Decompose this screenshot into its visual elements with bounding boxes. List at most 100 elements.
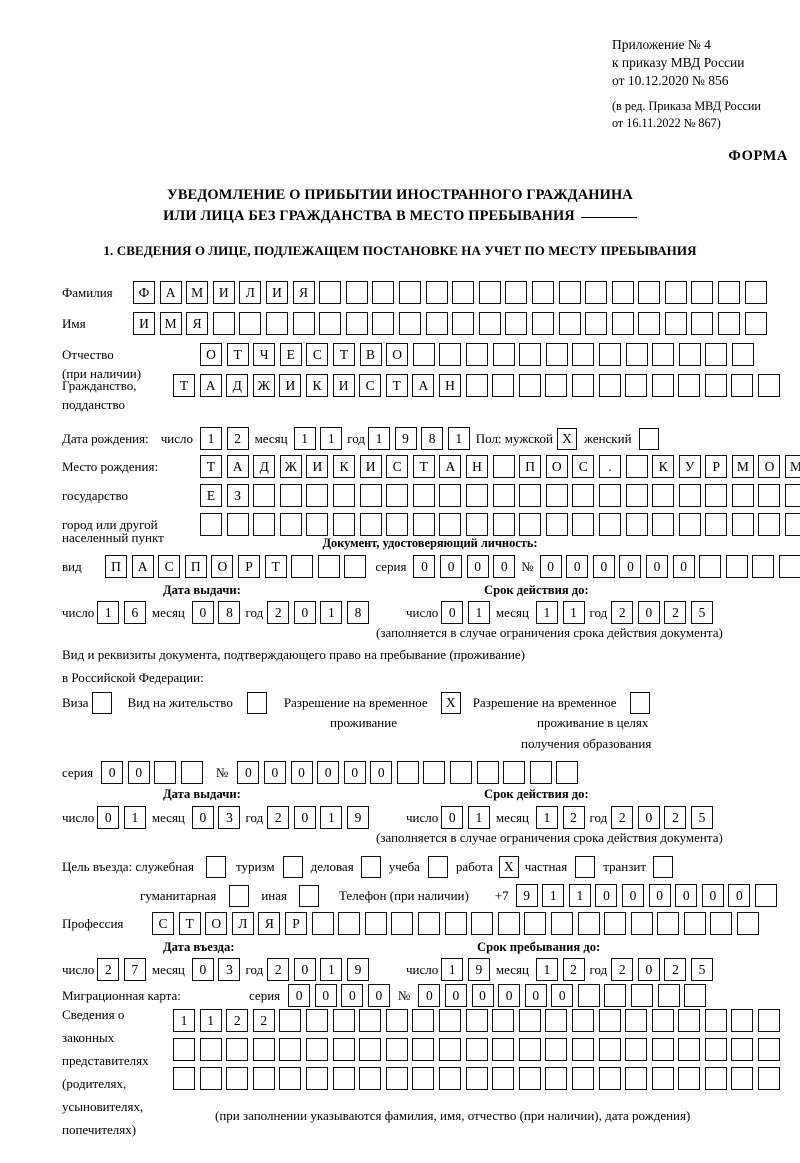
char-cell[interactable]: Ж [279, 455, 302, 478]
char-cell[interactable] [154, 761, 177, 784]
char-cell[interactable]: 2 [267, 601, 290, 624]
char-cell[interactable] [465, 484, 488, 507]
char-cell[interactable]: Р [237, 555, 260, 578]
char-cell[interactable]: 0 [293, 601, 316, 624]
char-cell[interactable]: А [439, 455, 462, 478]
char-cell[interactable]: . [598, 455, 621, 478]
char-cell[interactable] [737, 912, 760, 935]
char-cell[interactable]: 0 [622, 884, 645, 907]
char-cell[interactable]: 1 [123, 806, 146, 829]
char-cell[interactable]: 0 [97, 806, 120, 829]
char-cell[interactable]: А [226, 455, 249, 478]
char-cell[interactable]: О [205, 912, 228, 935]
char-cell[interactable]: Я [292, 281, 315, 304]
char-cell[interactable] [718, 281, 741, 304]
char-cell[interactable]: Д [226, 374, 249, 397]
char-cell[interactable]: Т [226, 343, 249, 366]
char-cell[interactable]: Н [438, 374, 461, 397]
char-cell[interactable] [305, 1038, 328, 1061]
char-cell[interactable] [625, 1009, 648, 1032]
char-cell[interactable] [305, 1009, 328, 1032]
char-cell[interactable] [317, 555, 340, 578]
purpose-work-checkbox[interactable]: X [498, 856, 519, 878]
char-cell[interactable]: 0 [637, 958, 660, 981]
char-cell[interactable]: Е [279, 343, 302, 366]
char-cell[interactable] [652, 513, 675, 536]
char-cell[interactable]: Т [385, 374, 408, 397]
char-cell[interactable]: 0 [418, 984, 441, 1007]
char-cell[interactable]: П [519, 455, 542, 478]
char-cell[interactable]: 0 [648, 884, 671, 907]
char-cell[interactable]: 1 [320, 958, 343, 981]
char-cell[interactable] [396, 761, 419, 784]
char-cell[interactable] [611, 281, 634, 304]
char-cell[interactable]: 0 [728, 884, 751, 907]
char-cell[interactable] [438, 1009, 461, 1032]
char-cell[interactable]: Л [231, 912, 254, 935]
char-cell[interactable]: 1 [568, 884, 591, 907]
char-cell[interactable]: М [731, 455, 754, 478]
purpose-official-checkbox[interactable] [205, 856, 226, 878]
char-cell[interactable] [476, 761, 499, 784]
char-cell[interactable]: Ф [133, 281, 155, 304]
char-cell[interactable] [664, 281, 687, 304]
char-cell[interactable] [531, 281, 554, 304]
char-cell[interactable] [704, 1009, 727, 1032]
char-cell[interactable] [518, 1067, 541, 1090]
char-cell[interactable] [529, 761, 552, 784]
char-cell[interactable]: 0 [314, 984, 337, 1007]
char-cell[interactable] [758, 484, 781, 507]
char-cell[interactable]: О [200, 343, 222, 366]
char-cell[interactable] [412, 513, 435, 536]
char-cell[interactable] [664, 312, 687, 335]
char-cell[interactable] [226, 1067, 249, 1090]
char-cell[interactable]: 0 [290, 761, 313, 784]
char-cell[interactable] [558, 312, 581, 335]
char-cell[interactable] [173, 1038, 195, 1061]
char-cell[interactable] [199, 1067, 222, 1090]
sex-female-checkbox[interactable] [638, 427, 659, 450]
char-cell[interactable] [531, 312, 554, 335]
char-cell[interactable] [492, 513, 515, 536]
char-cell[interactable] [492, 1038, 515, 1061]
char-cell[interactable] [319, 281, 342, 304]
char-cell[interactable] [439, 343, 462, 366]
char-cell[interactable]: П [105, 555, 127, 578]
char-cell[interactable]: А [199, 374, 222, 397]
char-cell[interactable] [731, 513, 754, 536]
char-cell[interactable] [678, 374, 701, 397]
char-cell[interactable]: 8 [421, 427, 444, 450]
char-cell[interactable] [571, 1067, 594, 1090]
char-cell[interactable] [651, 1038, 674, 1061]
char-cell[interactable] [279, 484, 302, 507]
char-cell[interactable] [545, 1067, 568, 1090]
residence-permit-checkbox[interactable] [246, 692, 267, 714]
char-cell[interactable] [744, 281, 767, 304]
char-cell[interactable] [705, 513, 728, 536]
char-cell[interactable] [518, 374, 541, 397]
char-cell[interactable] [571, 374, 594, 397]
char-cell[interactable]: 0 [539, 555, 562, 578]
char-cell[interactable] [678, 1038, 701, 1061]
char-cell[interactable] [344, 555, 367, 578]
char-cell[interactable] [398, 281, 421, 304]
char-cell[interactable] [598, 374, 621, 397]
purpose-humanitarian-checkbox[interactable] [229, 884, 250, 907]
char-cell[interactable]: И [279, 374, 302, 397]
char-cell[interactable] [332, 1038, 355, 1061]
char-cell[interactable]: А [412, 374, 435, 397]
char-cell[interactable]: 2 [611, 601, 634, 624]
char-cell[interactable] [758, 513, 781, 536]
char-cell[interactable] [492, 1067, 515, 1090]
char-cell[interactable]: О [386, 343, 409, 366]
char-cell[interactable]: 5 [691, 958, 714, 981]
